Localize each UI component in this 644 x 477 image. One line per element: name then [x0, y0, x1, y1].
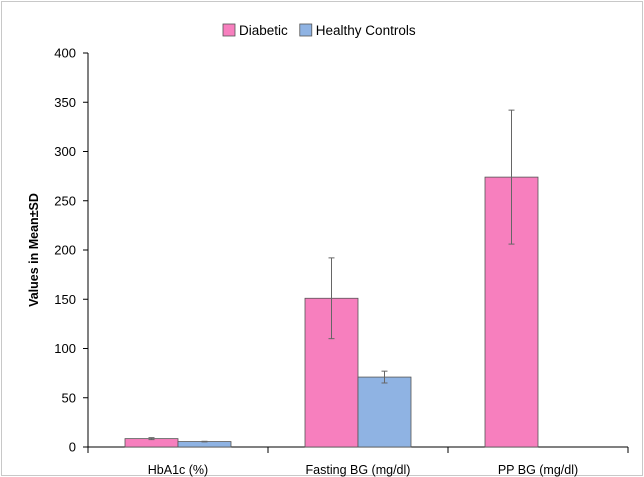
y-tick-label: 400 — [54, 46, 76, 61]
y-tick-label: 200 — [54, 243, 76, 258]
y-axis-label: Values in Mean±SD — [27, 193, 41, 307]
bar-healthy-controls — [177, 441, 232, 448]
legend-label-diabetic: Diabetic — [239, 23, 288, 38]
legend-swatch-diabetic — [222, 23, 236, 37]
x-tick-label: HbA1c (%) — [148, 463, 208, 477]
y-tick-label: 150 — [54, 292, 76, 307]
y-tick-label: 50 — [62, 390, 76, 405]
x-tick-label: PP BG (mg/dl) — [498, 463, 578, 477]
x-axis — [87, 446, 629, 453]
y-tick-label: 250 — [54, 193, 76, 208]
y-tick-label: 350 — [54, 95, 76, 110]
legend-label-healthy-controls: Healthy Controls — [316, 23, 416, 38]
bar-healthy-controls — [357, 376, 412, 448]
x-axis-tick-labels: HbA1c (%) Fasting BG (mg/dl) PP BG (mg/dl) — [148, 463, 578, 477]
y-tick-label: 100 — [54, 341, 76, 356]
x-tick-label: Fasting BG (mg/dl) — [306, 463, 411, 477]
y-tick-label: 0 — [69, 440, 76, 455]
error-bars — [148, 109, 515, 443]
y-tick-label: 300 — [54, 144, 76, 159]
legend: Diabetic Healthy Controls — [222, 23, 416, 38]
y-axis: 0 50 100 150 200 250 300 350 400 — [54, 46, 89, 455]
legend-swatch-healthy-controls — [299, 23, 313, 37]
